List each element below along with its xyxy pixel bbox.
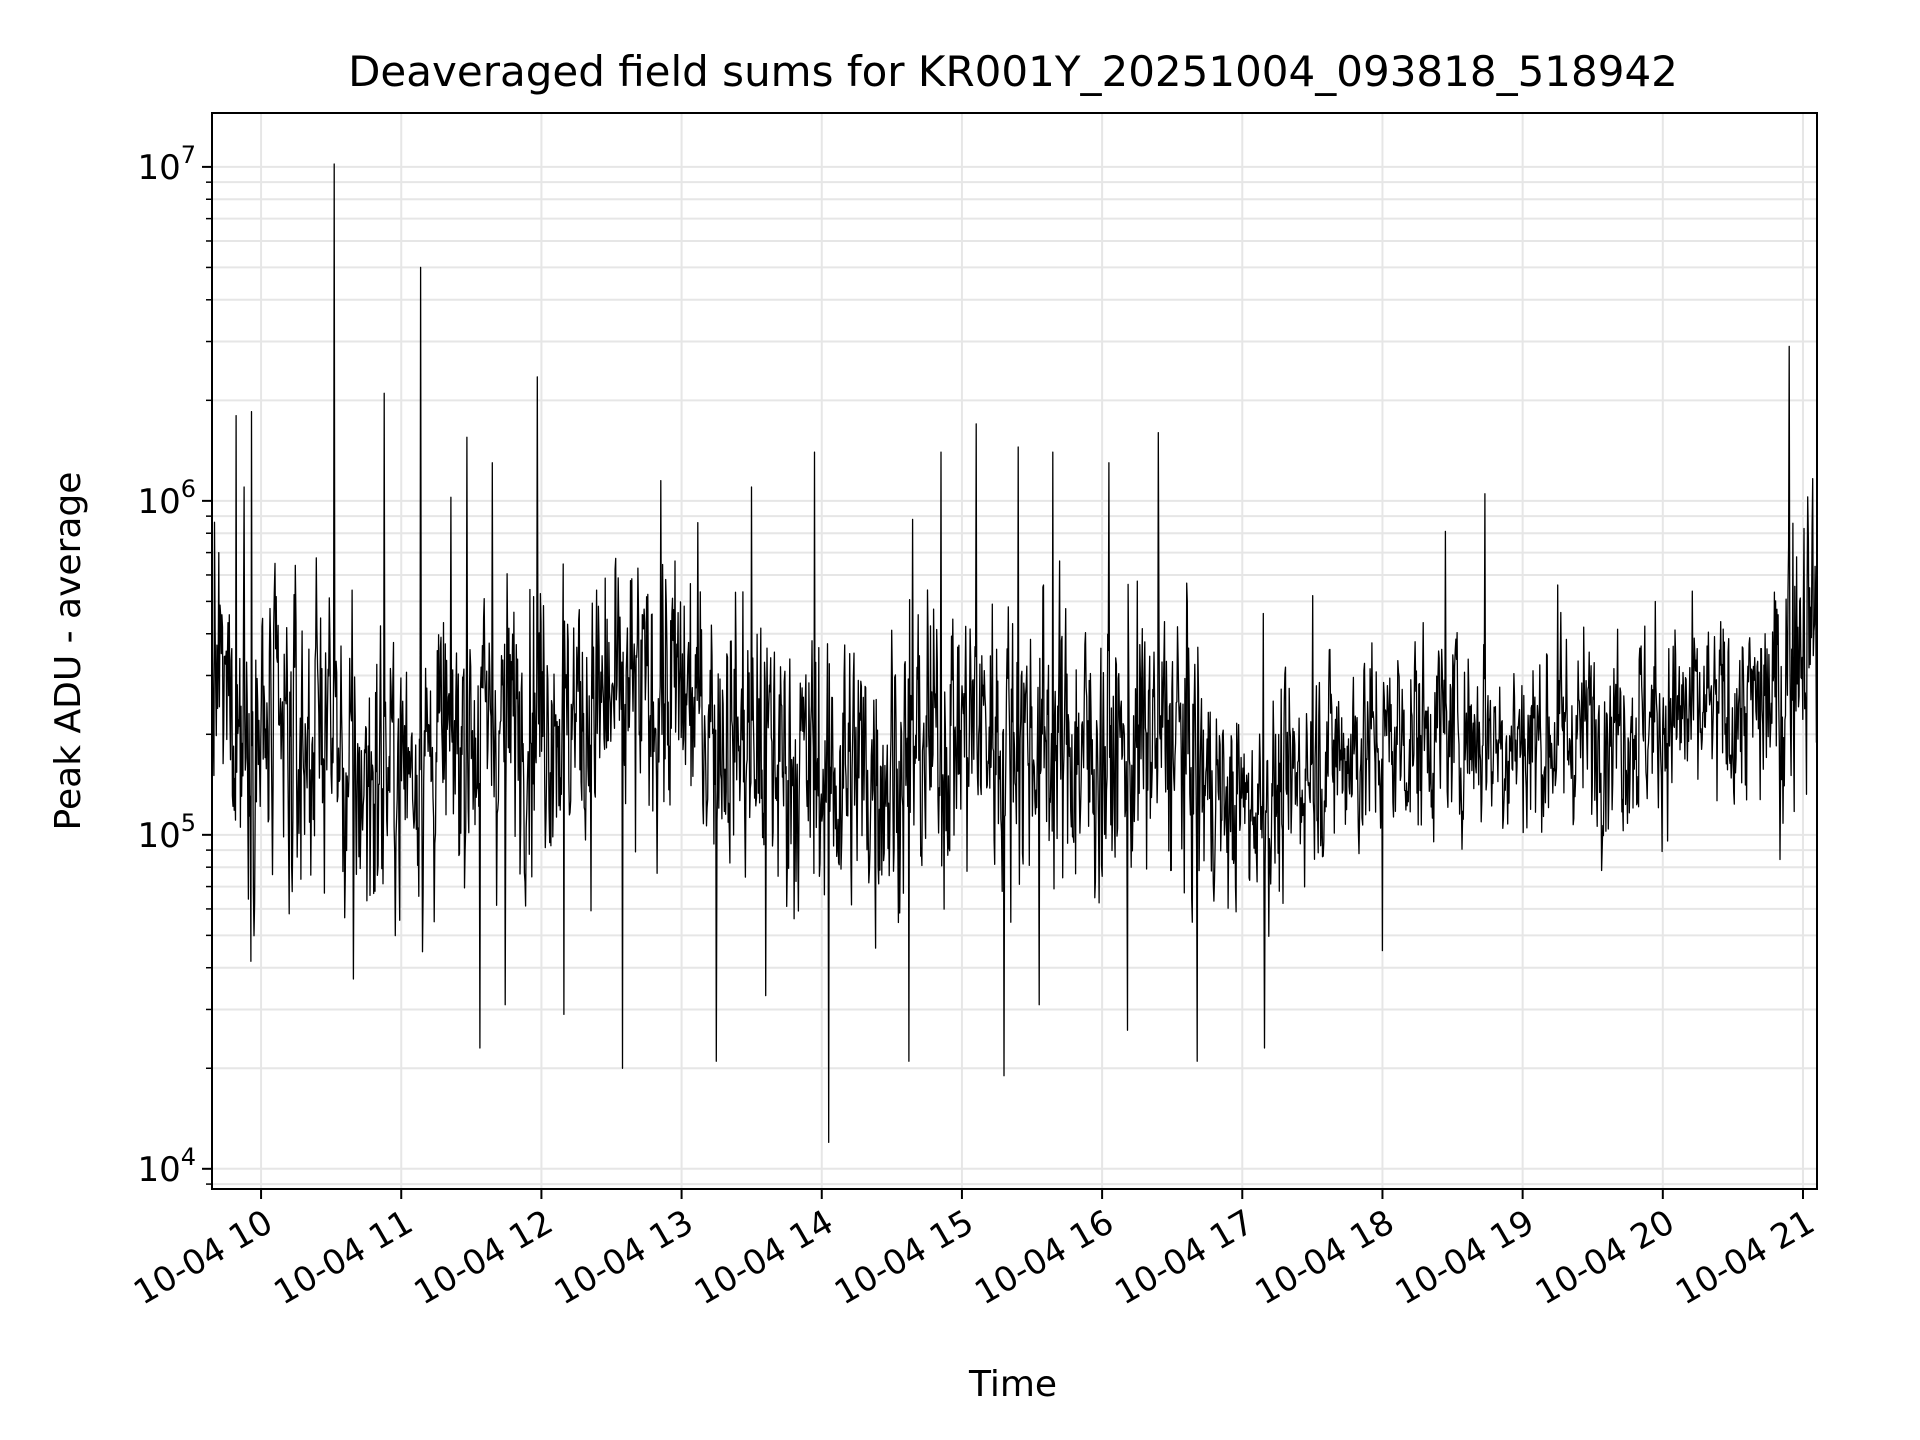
y-tick-label: 104 (137, 1143, 196, 1190)
x-tick-label: 10-04 19 (1389, 1202, 1541, 1313)
series-line (211, 163, 1818, 1144)
x-axis-title: Time (968, 1364, 1057, 1405)
x-tick-label: 10-04 12 (408, 1202, 560, 1313)
x-tick-label: 10-04 10 (127, 1202, 279, 1313)
x-tick-label: 10-04 18 (1249, 1202, 1401, 1313)
x-tick-label: 10-04 14 (688, 1202, 840, 1313)
y-tick-label: 105 (137, 809, 196, 856)
x-tick-label: 10-04 15 (828, 1202, 980, 1313)
x-tick-label: 10-04 16 (968, 1202, 1120, 1313)
plot-frame (211, 112, 1818, 1190)
y-tick-label: 106 (137, 475, 196, 522)
x-tick-label: 10-04 11 (267, 1202, 419, 1313)
y-tick-label: 107 (137, 141, 196, 188)
x-tick-label: 10-04 13 (548, 1202, 700, 1313)
x-tick-label: 10-04 21 (1669, 1202, 1821, 1313)
grid (212, 113, 1817, 1189)
x-tick-label: 10-04 17 (1108, 1202, 1260, 1313)
x-tick-label: 10-04 20 (1529, 1202, 1681, 1313)
y-axis-title: Peak ADU - average (48, 472, 89, 831)
chart-title: Deaveraged field sums for KR001Y_2025100… (348, 47, 1678, 96)
